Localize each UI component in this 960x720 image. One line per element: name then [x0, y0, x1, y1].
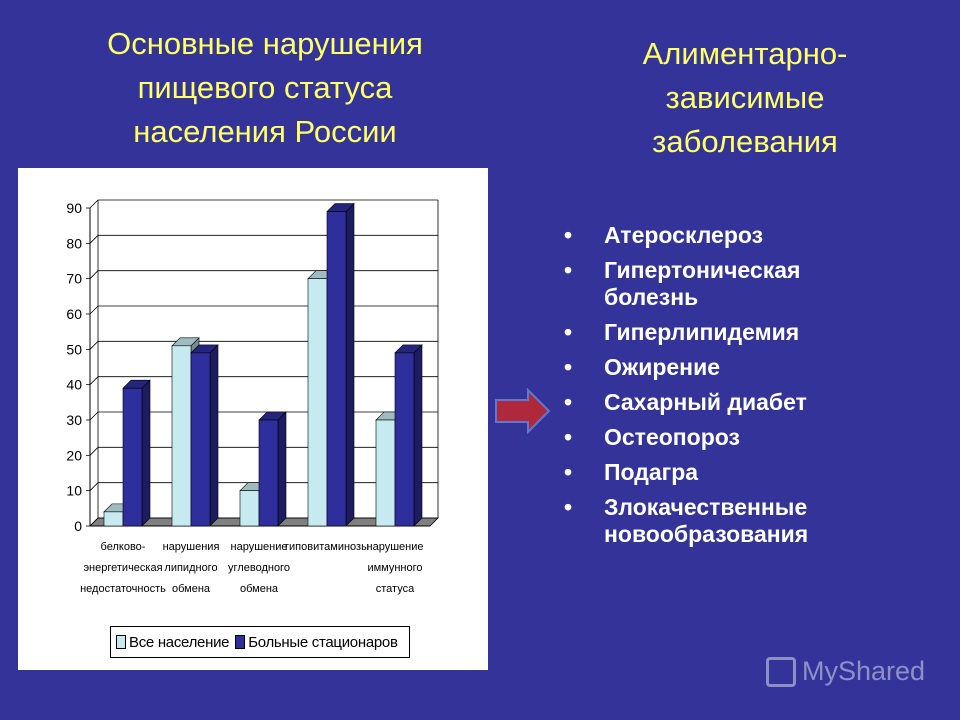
chart-panel: 0 10 20 30 40 50 60 70 80 90 белково-энергетическа… [18, 168, 488, 670]
disease-label: болезнь [604, 284, 699, 310]
x-category-label: обмена [240, 583, 279, 595]
disease-label: Злокачественные [604, 494, 808, 520]
y-tick-label: 90 [66, 200, 82, 216]
chart-legend: Все население Больные стационаров [110, 626, 410, 658]
y-tick-label: 30 [66, 412, 82, 428]
left-title-line: населения России [133, 114, 397, 149]
x-category-label: углеводного [228, 562, 290, 574]
gridline-depth [89, 447, 99, 456]
disease-item: • Ожирение [564, 354, 720, 380]
disease-label: Ожирение [604, 354, 720, 380]
disease-list: • Атеросклероз • Гипертоническая болезнь • Г… [562, 222, 942, 556]
x-category-label: недостаточность [80, 583, 166, 595]
y-tick-label: 70 [66, 271, 82, 287]
gridline-depth [89, 341, 99, 350]
x-category-label: нарушение [231, 541, 288, 553]
watermark-text: MyShared [802, 656, 926, 686]
x-category-label: белково- [101, 541, 146, 553]
bar-chart: 0 10 20 30 40 50 60 70 80 90 белково-энергетическа… [66, 199, 439, 595]
gridline-depth [89, 482, 99, 491]
legend-swatch-patients [235, 635, 246, 649]
legend-item-all: Все население [116, 634, 229, 651]
gridline-depth [89, 411, 99, 421]
bar [375, 419, 396, 527]
gridline-depth [89, 235, 99, 244]
gridline-depth [89, 305, 99, 315]
disease-item: • Злокачественные новообразования [564, 494, 809, 547]
x-category-label: нарушение [367, 541, 424, 553]
bar [239, 490, 260, 527]
right-title-line: зависимые [665, 80, 825, 115]
right-title-line: заболевания [652, 124, 838, 159]
left-title-line: пищевого статуса [137, 70, 393, 105]
legend-label-all: Все население [129, 633, 230, 651]
disease-label: Гипертоническая [604, 257, 801, 283]
bar [190, 352, 211, 527]
gridline-depth [89, 199, 99, 209]
legend-label-patients: Больные стационаров [248, 633, 398, 651]
watermark: MyShared [766, 656, 925, 687]
disease-label: новообразования [604, 521, 809, 547]
disease-item: • Остеопороз [564, 424, 740, 450]
bar [394, 352, 415, 527]
bar [103, 511, 124, 527]
bar [307, 278, 328, 527]
left-title: Основные нарушения пищевого статуса насе… [30, 22, 500, 154]
x-category-label: гиповитаминозы [285, 541, 369, 553]
disease-label: Гиперлипидемия [604, 319, 800, 345]
disease-item: • Сахарный диабет [564, 389, 807, 415]
bar-side [413, 344, 423, 527]
x-category-label: иммунного [367, 562, 422, 574]
legend-swatch-all [116, 635, 126, 649]
x-category-label: статуса [376, 583, 415, 595]
x-category-label: нарушения [163, 541, 220, 553]
x-category-label: обмена [172, 583, 211, 595]
disease-label: Атеросклероз [604, 222, 764, 248]
disease-item: • Гипертоническая болезнь [564, 257, 801, 310]
bar-side [141, 379, 151, 527]
y-tick-label: 80 [66, 235, 82, 251]
x-category-label: энергетическая [83, 562, 162, 574]
disease-label: Подагра [604, 459, 699, 485]
y-tick-label: 0 [74, 518, 82, 534]
gridline-depth [89, 517, 99, 527]
right-title-line: Алиментарно- [642, 36, 848, 71]
bar [326, 211, 347, 527]
bar-side [277, 411, 287, 527]
y-tick-label: 10 [66, 483, 82, 499]
y-tick-label: 20 [66, 447, 82, 463]
bar-side [345, 202, 355, 527]
left-title-line: Основные нарушения [107, 26, 423, 61]
gridline-depth [89, 376, 99, 385]
disease-item: • Гиперлипидемия [564, 319, 800, 345]
arrow-right-icon [495, 388, 551, 434]
y-tick-label: 40 [66, 377, 82, 393]
bar-side [209, 344, 219, 527]
gridline-depth [89, 270, 99, 279]
disease-item: • Атеросклероз [564, 222, 764, 248]
y-tick-label: 50 [66, 341, 82, 357]
y-tick-label: 60 [66, 306, 82, 322]
bar [171, 345, 192, 527]
bar [122, 387, 143, 527]
disease-label: Остеопороз [604, 424, 740, 450]
bar [258, 419, 279, 527]
disease-label: Сахарный диабет [604, 389, 807, 415]
right-title: Алиментарно- зависимые заболевания [585, 32, 905, 164]
legend-item-patients: Больные стационаров [235, 633, 398, 651]
disease-item: • Подагра [564, 459, 699, 485]
presentation-icon [766, 656, 796, 687]
x-category-label: липидного [164, 562, 217, 574]
